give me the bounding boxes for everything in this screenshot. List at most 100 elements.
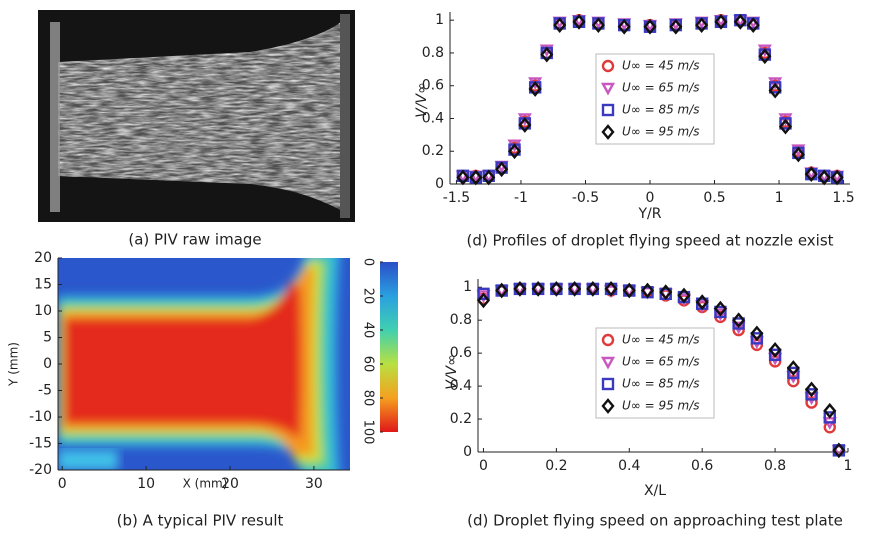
raw-image [38, 10, 355, 222]
y-tick-label: 0.4 [422, 110, 444, 126]
y-tick-label: 0.4 [450, 378, 472, 394]
marker [549, 281, 563, 297]
y-tick-label: 20 [34, 250, 52, 266]
x-axis-label: X/L [644, 483, 666, 499]
colorbar-tick-label: 20 [361, 288, 376, 305]
y-tick-label: -5 [38, 383, 52, 399]
caption: (a) PIV raw image [128, 231, 261, 249]
marker [495, 282, 509, 299]
marker [572, 13, 586, 30]
x-axis-label: Y/R [638, 206, 662, 222]
marker [518, 117, 532, 133]
marker [768, 348, 782, 361]
y-tick-label: 1 [435, 12, 444, 28]
marker [601, 398, 615, 414]
marker [732, 317, 745, 330]
marker [659, 284, 673, 301]
marker [601, 59, 615, 73]
x-tick-label: -0.5 [572, 190, 599, 206]
marker [695, 294, 709, 310]
legend-label: U∞ = 65 m/s [622, 355, 700, 369]
marker [586, 281, 600, 297]
y-tick-label: 5 [43, 330, 52, 346]
marker [513, 281, 527, 297]
marker [531, 281, 545, 297]
x-tick-label: 1.5 [832, 190, 854, 206]
marker [805, 396, 818, 409]
y-tick-label: 0 [43, 356, 52, 372]
marker [805, 388, 818, 401]
marker [713, 308, 728, 322]
y-tick-label: -15 [29, 436, 52, 452]
marker [713, 300, 727, 317]
marker [830, 169, 844, 186]
marker [669, 18, 683, 35]
marker [731, 321, 746, 335]
heatmap-field [58, 258, 350, 470]
marker [600, 82, 616, 96]
y-tick-label: -10 [29, 409, 52, 425]
marker [733, 13, 747, 30]
marker [553, 17, 567, 33]
y-tick-label: 0.2 [422, 143, 444, 159]
marker [750, 325, 764, 342]
y-tick-label: -20 [29, 462, 52, 478]
marker [714, 305, 727, 319]
y-axis-label: Y (mm) [7, 342, 21, 387]
marker [791, 146, 805, 163]
y-axis-label: V/V∞ [414, 82, 430, 118]
y-tick-label: 0 [463, 444, 472, 460]
legend: U∞ = 45 m/s U∞ = 65 m/s U∞ = 85 m/s U∞ = 95… [595, 327, 715, 419]
colorbar-tick-label: 60 [361, 356, 376, 373]
marker [568, 281, 582, 297]
marker [604, 281, 618, 297]
marker [477, 287, 490, 301]
marker [617, 18, 631, 35]
legend-label: U∞ = 85 m/s [622, 103, 700, 117]
y-tick-label: 0.2 [450, 411, 472, 427]
marker [804, 381, 819, 398]
legend-label: U∞ = 95 m/s [622, 125, 700, 139]
series [456, 13, 844, 186]
x-tick-label: 0 [479, 458, 488, 474]
marker [817, 169, 831, 186]
legend: U∞ = 45 m/s U∞ = 65 m/s U∞ = 85 m/s U∞ = 95… [595, 53, 715, 145]
marker [600, 356, 616, 370]
x-tick-label: 0.5 [703, 190, 725, 206]
marker [695, 17, 709, 33]
marker [787, 374, 800, 388]
colorbar-tick-label: 40 [361, 322, 376, 339]
legend-label: U∞ = 45 m/s [622, 59, 700, 73]
marker [482, 169, 496, 186]
marker [643, 18, 657, 35]
x-tick-label: 0.2 [545, 458, 567, 474]
legend-box [595, 327, 715, 419]
marker [823, 411, 836, 424]
marker [528, 81, 542, 97]
x-tick-label: 1 [775, 190, 784, 206]
marker [540, 46, 554, 63]
marker [640, 282, 655, 299]
marker [779, 117, 792, 130]
caption: (d) Profiles of droplet flying speed at … [466, 232, 833, 250]
y-tick-label: 1 [463, 279, 472, 295]
marker [469, 169, 483, 186]
caption: (b) A typical PIV result [117, 512, 284, 530]
legend-label: U∞ = 85 m/s [622, 377, 700, 391]
x-tick-label: 0 [646, 190, 655, 206]
marker [768, 341, 782, 358]
marker [591, 17, 605, 33]
marker [832, 442, 846, 459]
marker [507, 143, 522, 160]
marker [601, 103, 615, 117]
marker [823, 402, 837, 419]
colorbar [380, 262, 398, 432]
series [476, 281, 846, 459]
marker [456, 169, 470, 186]
legend-label: U∞ = 95 m/s [622, 399, 700, 413]
marker [750, 332, 764, 345]
legend-label: U∞ = 45 m/s [622, 333, 700, 347]
y-tick-label: 15 [34, 277, 52, 293]
marker [758, 48, 772, 65]
y-tick-label: 0 [435, 176, 444, 192]
